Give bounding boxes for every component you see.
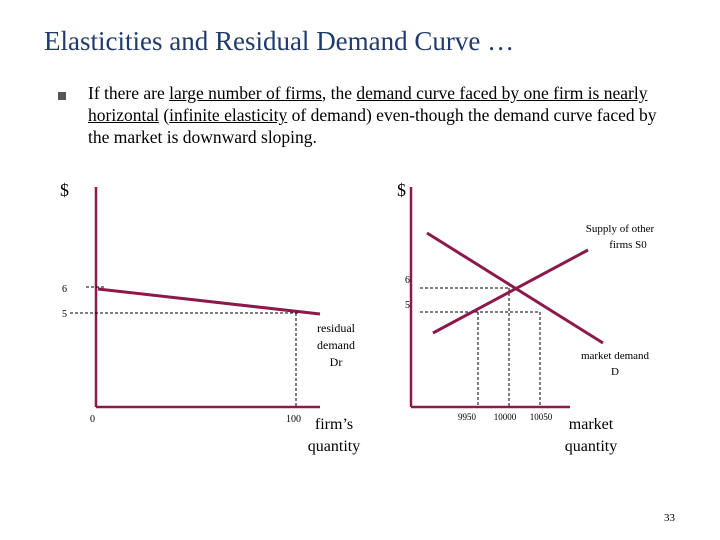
bullet-text: If there are large number of firms, the … — [88, 82, 668, 148]
right-y-tick-6: 6 — [405, 275, 410, 286]
market-demand-label-2: D — [611, 366, 619, 378]
left-x-axis-label-2: quantity — [308, 438, 360, 455]
residual-demand-label-1: residual — [317, 321, 356, 335]
bullet-text-part1: If there are — [88, 83, 170, 103]
right-x-axis-label-2: quantity — [565, 438, 617, 455]
bullet-underline-large-number: large number of firms — [169, 83, 322, 103]
left-x-tick-100: 100 — [286, 414, 301, 425]
left-y-tick-5: 5 — [62, 309, 67, 320]
bullet-underline-infinite-elasticity: infinite elasticity — [169, 105, 288, 125]
bullet-text-part2: , the — [321, 83, 357, 103]
bullet-square-icon — [58, 92, 66, 100]
residual-demand-label-2: demand — [317, 338, 355, 352]
supply-label-2: firms S0 — [609, 239, 647, 251]
left-y-axis-label: $ — [60, 180, 69, 200]
left-y-tick-6: 6 — [62, 284, 67, 295]
residual-demand-curve — [97, 287, 321, 316]
market-demand-label-1: market demand — [581, 350, 650, 362]
left-x-axis-label-1: firm’s — [315, 416, 353, 433]
bullet-text-part4: of demand) even-though the demand curve … — [88, 105, 657, 147]
right-x-axis-label-1: market — [569, 416, 614, 433]
right-x-tick-10000: 10000 — [494, 412, 517, 422]
right-y-axis-label: $ — [397, 180, 406, 200]
page-number: 33 — [664, 512, 675, 524]
bullet-underline-demand-curve: demand curve faced by one firm is nearly… — [88, 83, 648, 125]
right-x-tick-10050: 10050 — [530, 412, 553, 422]
slide-title: Elasticities and Residual Demand Curve … — [44, 26, 515, 56]
supply-other-firms-curve — [432, 248, 589, 335]
residual-demand-label-3: Dr — [330, 355, 343, 369]
supply-label-1: Supply of other — [586, 223, 655, 235]
right-x-tick-9950: 9950 — [458, 412, 477, 422]
bullet-text-part3: ( — [158, 105, 170, 125]
right-y-tick-5: 5 — [405, 300, 410, 311]
left-x-tick-0: 0 — [90, 414, 95, 425]
